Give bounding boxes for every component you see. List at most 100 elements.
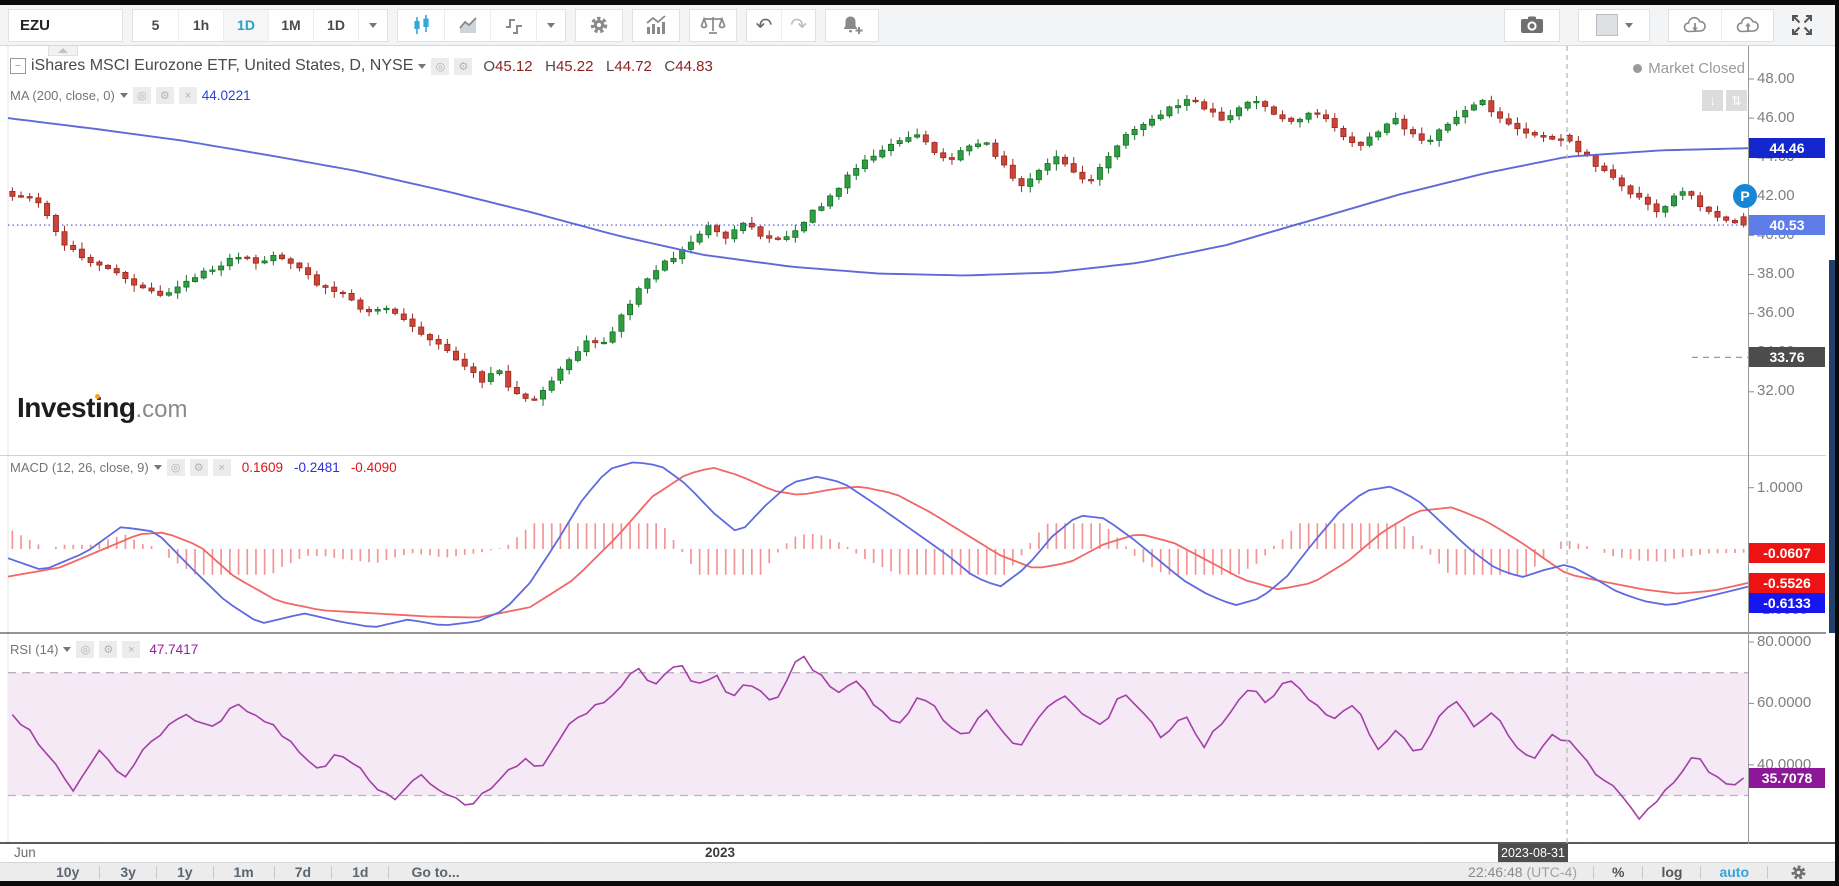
bottom-settings-button[interactable] xyxy=(1768,864,1807,881)
price-tick: 48.00 xyxy=(1757,70,1795,87)
macd-hist-value: 0.1609 xyxy=(241,460,284,475)
remove-indicator-icon[interactable]: × xyxy=(212,459,231,476)
chevron-down-icon[interactable] xyxy=(119,93,128,98)
layout-selector-button[interactable] xyxy=(1578,8,1650,42)
scroll-to-latest-button[interactable]: ↓ xyxy=(1702,90,1723,111)
layout-square-icon xyxy=(1595,14,1618,36)
page-scrollbar[interactable] xyxy=(1829,260,1835,633)
step-chart-button[interactable] xyxy=(490,9,536,41)
symbol-input[interactable]: EZU xyxy=(20,16,50,34)
p-event-marker[interactable]: P xyxy=(1733,184,1757,208)
interval-1h-button[interactable]: 1h xyxy=(178,9,223,41)
range-1m-button[interactable]: 1m xyxy=(233,864,254,880)
macd-legend: MACD (12, 26, close, 9) ◎ ⚙ × 0.1609 -0.… xyxy=(10,459,397,476)
chart-overlays xyxy=(8,46,1766,859)
fullscreen-button[interactable] xyxy=(1783,9,1821,42)
rsi-value: 47.7417 xyxy=(149,642,199,657)
instrument-title[interactable]: iShares MSCI Eurozone ETF, United States… xyxy=(31,57,414,74)
redo-icon: ↷ xyxy=(790,14,807,37)
last-price-chip: 40.53 xyxy=(1749,215,1825,235)
interval-1d-button[interactable]: 1D xyxy=(313,9,358,41)
clock: 22:46:48 (UTC-4) xyxy=(1468,864,1577,880)
toolbar-collapse-tab[interactable] xyxy=(48,46,78,56)
indicators-button[interactable] xyxy=(633,10,679,41)
clock-timezone: (UTC-4) xyxy=(1526,864,1577,880)
auto-scale-button[interactable]: ⇅ xyxy=(1726,90,1747,111)
rsi-settings-gear-icon[interactable]: ⚙ xyxy=(99,641,118,658)
auto-scale-toggle[interactable]: auto xyxy=(1719,864,1749,880)
interval-5m-button[interactable]: 5 xyxy=(151,17,160,33)
range-1d-button[interactable]: 1d xyxy=(352,864,369,880)
undo-icon: ↶ xyxy=(755,14,773,37)
candlestick-chart-button[interactable] xyxy=(398,10,444,41)
range-3y-button[interactable]: 3y xyxy=(120,864,136,880)
time-axis[interactable]: Jun 2023 2023-08-31 xyxy=(0,844,1835,862)
visibility-icon[interactable]: ◎ xyxy=(76,641,95,658)
cloud-group xyxy=(1668,8,1774,42)
chevron-down-icon[interactable] xyxy=(418,63,427,69)
ma-label[interactable]: MA (200, close, 0) xyxy=(10,88,115,103)
rsi-tick: 80.0000 xyxy=(1757,633,1812,650)
line-chart-button[interactable] xyxy=(444,9,490,41)
camera-icon xyxy=(1521,16,1543,33)
create-alert-button[interactable] xyxy=(826,10,878,41)
macd-label[interactable]: MACD (12, 26, close, 9) xyxy=(10,460,149,475)
snapshot-button[interactable] xyxy=(1504,8,1560,42)
market-status-text: Market Closed xyxy=(1648,60,1745,77)
candlestick-icon xyxy=(414,15,429,34)
ma-settings-gear-icon[interactable]: ⚙ xyxy=(155,87,174,104)
scales-icon xyxy=(700,16,726,34)
chevron-down-icon xyxy=(547,22,555,28)
rsi-overbought-oversold-band xyxy=(8,672,1748,797)
load-chart-button[interactable] xyxy=(1669,10,1721,41)
symbol-group: EZU xyxy=(8,8,123,42)
ma-value: 44.0221 xyxy=(201,88,251,103)
bottom-toolbar: 10y 3y 1y 1m 7d 1d Go to... 22:46:48 (UT… xyxy=(0,862,1835,881)
undo-button[interactable]: ↶ xyxy=(747,10,781,41)
log-scale-button[interactable]: log xyxy=(1661,864,1683,880)
line-chart-icon xyxy=(458,17,477,33)
visibility-icon[interactable]: ◎ xyxy=(431,57,450,75)
macd-signal-chip: -0.5526 xyxy=(1749,573,1825,593)
chevron-down-icon[interactable] xyxy=(153,465,162,470)
visibility-icon[interactable]: ◎ xyxy=(132,87,151,104)
remove-indicator-icon[interactable]: × xyxy=(178,87,197,104)
chevron-down-icon[interactable] xyxy=(63,647,72,652)
interval-1m-button[interactable]: 1M xyxy=(268,9,313,41)
time-axis-month-label: Jun xyxy=(14,845,36,860)
interval-dropdown-button[interactable] xyxy=(358,9,387,41)
percent-scale-button[interactable]: % xyxy=(1611,864,1625,880)
rsi-legend: RSI (14) ◎ ⚙ × 47.7417 xyxy=(10,641,198,658)
visibility-icon[interactable]: ◎ xyxy=(166,459,185,476)
rsi-label[interactable]: RSI (14) xyxy=(10,642,59,657)
goto-button[interactable]: Go to... xyxy=(411,864,460,880)
macd-line-value: -0.2481 xyxy=(294,460,340,475)
panel-dividers xyxy=(0,46,1835,862)
price-tick: 46.00 xyxy=(1757,109,1795,126)
range-10y-button[interactable]: 10y xyxy=(56,864,80,880)
window-frame xyxy=(0,881,1839,886)
save-chart-button[interactable] xyxy=(1721,9,1773,41)
price-tick: 38.00 xyxy=(1757,265,1795,282)
market-status-dot-icon xyxy=(1633,64,1643,73)
range-7d-button[interactable]: 7d xyxy=(294,864,312,880)
macd-settings-gear-icon[interactable]: ⚙ xyxy=(189,459,208,476)
chart-series xyxy=(7,94,1749,821)
collapse-panel-icon[interactable]: − xyxy=(10,58,26,74)
step-chart-icon xyxy=(505,19,522,34)
chart-type-dropdown-button[interactable] xyxy=(536,9,565,41)
redo-button[interactable]: ↷ xyxy=(781,9,815,41)
interval-1d-button-active[interactable]: 1D xyxy=(223,9,268,41)
compare-button[interactable] xyxy=(690,10,736,41)
interval-group: 5 1h 1D 1M 1D xyxy=(132,8,388,42)
remove-indicator-icon[interactable]: × xyxy=(122,641,141,658)
high-prefix: H xyxy=(545,57,556,75)
main-series-legend: − iShares MSCI Eurozone ETF, United Stat… xyxy=(10,57,713,75)
gear-icon xyxy=(590,16,608,34)
crosshair-date-chip: 2023-08-31 xyxy=(1498,844,1568,862)
range-1y-button[interactable]: 1y xyxy=(176,864,193,880)
settings-button[interactable] xyxy=(576,10,622,41)
series-settings-gear-icon[interactable]: ⚙ xyxy=(454,57,473,75)
